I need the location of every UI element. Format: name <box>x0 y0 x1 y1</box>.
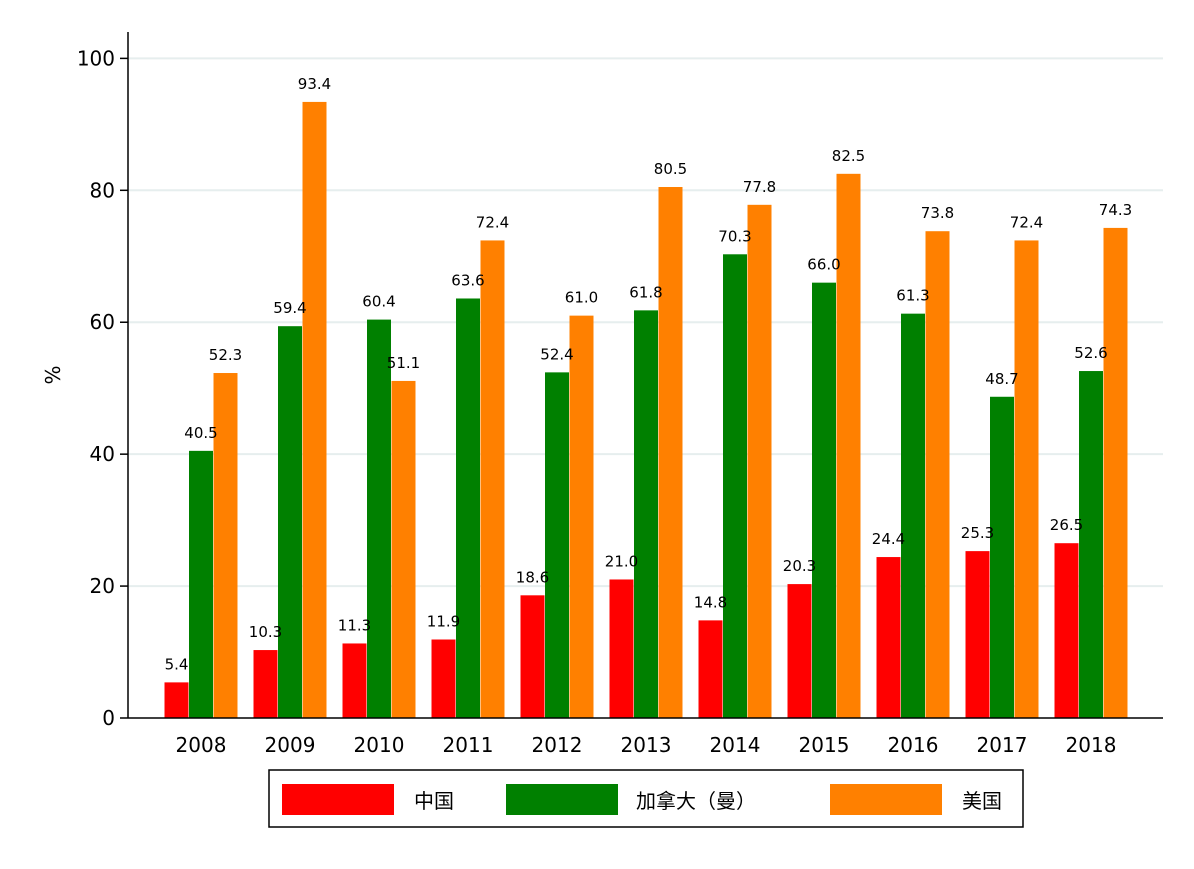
bar <box>787 584 812 718</box>
bar <box>164 682 189 718</box>
bar <box>189 450 213 718</box>
data-label: 63.6 <box>451 271 484 289</box>
x-tick-label: 2018 <box>1066 733 1117 757</box>
legend-label: 美国 <box>962 789 1002 813</box>
data-label: 61.8 <box>629 283 662 301</box>
bar <box>253 650 278 718</box>
data-label: 80.5 <box>654 160 687 178</box>
bar <box>1014 240 1039 718</box>
x-tick-label: 2016 <box>888 733 939 757</box>
x-tick-label: 2010 <box>354 733 405 757</box>
data-label: 14.8 <box>694 593 727 611</box>
bar <box>520 595 545 718</box>
y-tick-label: 80 <box>90 178 115 202</box>
data-label: 20.3 <box>783 557 816 575</box>
data-label: 82.5 <box>832 147 865 165</box>
bars <box>164 101 1128 719</box>
data-label: 66.0 <box>807 256 840 274</box>
bar <box>569 315 594 718</box>
data-label: 52.4 <box>540 345 573 363</box>
legend: 中国 加拿大（曼） 美国 <box>268 769 1024 828</box>
bar <box>812 282 836 718</box>
x-ticks: 2008 2009 2010 2011 2012 2013 2014 2015 2016 2017… <box>176 733 1117 757</box>
bar <box>456 298 480 718</box>
legend-swatch <box>282 784 394 815</box>
bar <box>367 319 391 718</box>
bar <box>302 101 327 718</box>
y-tick-label: 60 <box>90 310 115 334</box>
data-label: 61.0 <box>565 289 598 307</box>
x-tick-label: 2011 <box>443 733 494 757</box>
data-label: 40.5 <box>184 424 217 442</box>
bar <box>925 231 950 718</box>
data-label: 77.8 <box>743 178 776 196</box>
data-label: 60.4 <box>362 293 395 311</box>
bar <box>901 313 925 718</box>
x-tick-label: 2008 <box>176 733 227 757</box>
y-axis-label: % <box>41 365 65 384</box>
bar <box>278 326 302 718</box>
data-label: 11.9 <box>427 613 460 631</box>
bar <box>723 254 747 718</box>
data-label: 5.4 <box>165 655 189 673</box>
data-label: 74.3 <box>1099 201 1132 219</box>
data-label: 59.4 <box>273 299 306 317</box>
data-label: 10.3 <box>249 623 282 641</box>
data-label: 52.3 <box>209 346 242 364</box>
data-label: 52.6 <box>1074 344 1107 362</box>
y-ticks: 0 20 40 60 80 100 <box>77 46 128 730</box>
y-tick-label: 0 <box>102 706 115 730</box>
x-tick-label: 2013 <box>621 733 672 757</box>
x-tick-label: 2014 <box>710 733 761 757</box>
data-label: 26.5 <box>1050 516 1083 534</box>
bar <box>990 396 1014 718</box>
data-labels: 5.4 40.5 52.3 10.3 59.4 93.4 11.3 60.4 51.1 11.9 6… <box>165 75 1133 673</box>
bar <box>609 579 634 718</box>
bar <box>213 373 238 718</box>
legend-label: 中国 <box>414 789 454 813</box>
data-label: 93.4 <box>298 75 331 93</box>
bar <box>658 187 683 718</box>
data-label: 18.6 <box>516 568 549 586</box>
bar <box>1079 371 1103 718</box>
data-label: 24.4 <box>872 530 905 548</box>
bar <box>545 372 569 718</box>
data-label: 25.3 <box>961 524 994 542</box>
bar <box>1054 543 1079 718</box>
bar <box>480 240 505 718</box>
data-label: 61.3 <box>896 287 929 305</box>
legend-swatch <box>830 784 942 815</box>
legend-swatch <box>506 784 618 815</box>
data-label: 70.3 <box>718 227 751 245</box>
bar <box>342 643 367 718</box>
bar <box>747 204 772 719</box>
bar <box>698 620 723 718</box>
bar <box>391 380 416 718</box>
bar <box>634 310 658 718</box>
legend-label: 加拿大（曼） <box>636 789 756 813</box>
bar <box>1103 227 1128 718</box>
data-label: 72.4 <box>476 213 509 231</box>
data-label: 51.1 <box>387 354 420 372</box>
x-tick-label: 2012 <box>532 733 583 757</box>
data-label: 21.0 <box>605 552 638 570</box>
data-label: 72.4 <box>1010 213 1043 231</box>
bar <box>876 557 901 718</box>
x-tick-label: 2015 <box>799 733 850 757</box>
x-tick-label: 2009 <box>265 733 316 757</box>
y-tick-label: 100 <box>77 46 115 70</box>
x-tick-label: 2017 <box>977 733 1028 757</box>
axes <box>127 32 1163 719</box>
bar <box>431 639 456 718</box>
y-tick-label: 20 <box>90 574 115 598</box>
data-label: 73.8 <box>921 204 954 222</box>
bar <box>965 551 990 718</box>
data-label: 48.7 <box>985 370 1018 388</box>
y-tick-label: 40 <box>90 442 115 466</box>
bar <box>836 173 861 718</box>
data-label: 11.3 <box>338 616 371 634</box>
